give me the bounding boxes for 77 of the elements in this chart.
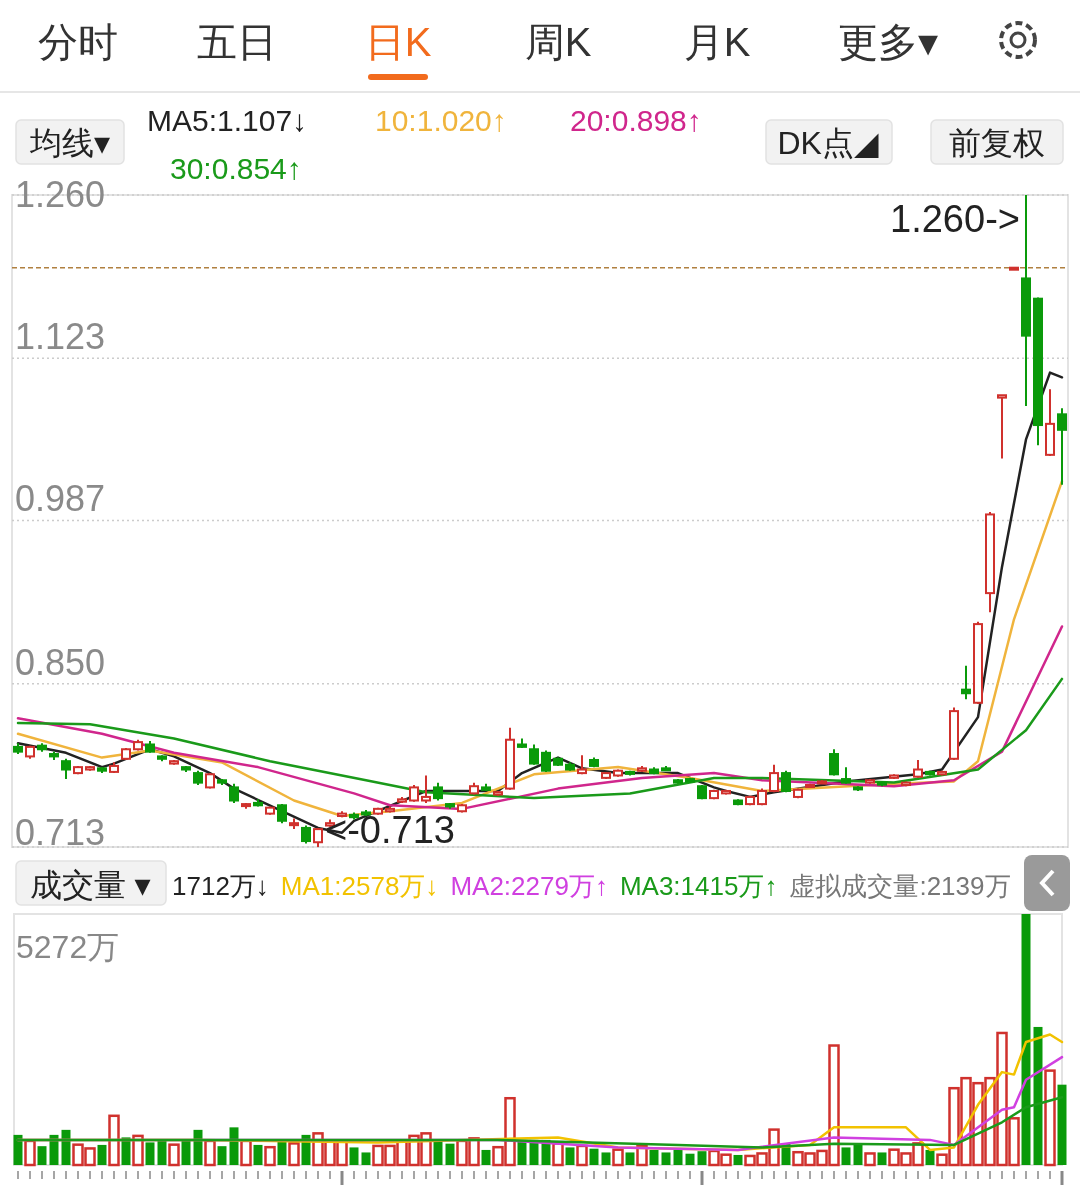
bar (108, 1114, 120, 1167)
bar (37, 1146, 47, 1166)
text: MA2:2279万↑ (450, 871, 608, 901)
bar (229, 1127, 239, 1165)
bar (24, 1139, 36, 1167)
text: 五日 (197, 20, 277, 64)
bar (204, 1139, 216, 1167)
bar (733, 1154, 743, 1165)
bar (481, 1149, 491, 1165)
bar (264, 1145, 276, 1167)
text: 更多▾ (837, 20, 939, 64)
bar (433, 1139, 443, 1165)
bar (361, 1152, 371, 1165)
text: 虚拟成交量:2139万 (789, 871, 1011, 901)
text: 前复权 (949, 125, 1045, 161)
bar (121, 1137, 131, 1165)
bar (13, 1134, 23, 1165)
bar (97, 1144, 107, 1165)
y-tick-label: 1.260 (15, 174, 106, 215)
bar (841, 1147, 851, 1165)
bar (1044, 1069, 1056, 1167)
bar (612, 1148, 624, 1167)
text: MA3:1415万↑ (619, 871, 778, 901)
bar (877, 1152, 887, 1165)
bar (625, 1152, 635, 1165)
bar (552, 1142, 564, 1167)
text: DK点◢ (777, 125, 879, 161)
text: 20:0.898↑ (570, 104, 702, 137)
text: 10:1.020↑ (375, 104, 507, 137)
bar (49, 1134, 59, 1165)
bar (925, 1149, 935, 1165)
y-tick-label: 0.713 (15, 812, 106, 853)
text: 分时 (38, 20, 118, 64)
annotation: 5272万 (16, 929, 120, 965)
bar (697, 1151, 707, 1165)
bar (277, 1139, 287, 1165)
text: 1712万↓ (172, 871, 269, 901)
text: 成交量 ▾ (29, 867, 151, 903)
text: MA1:2578万↓ (280, 871, 439, 901)
bar (649, 1149, 659, 1165)
bar (349, 1147, 359, 1165)
bar (864, 1152, 876, 1167)
bar (445, 1143, 455, 1166)
bar (685, 1153, 695, 1165)
bar (576, 1144, 588, 1167)
bar (217, 1146, 227, 1166)
bar (673, 1149, 683, 1165)
text: 周K (524, 20, 592, 64)
bar (601, 1152, 611, 1165)
text: 日K (364, 20, 432, 64)
bar (853, 1144, 863, 1165)
bar (132, 1134, 144, 1167)
bar (61, 1129, 71, 1165)
bar (1021, 914, 1031, 1165)
text: MA5:1.107↓ (147, 104, 308, 137)
text: 30:0.854↑ (170, 152, 302, 185)
bar (288, 1142, 300, 1167)
bar (636, 1144, 648, 1167)
bar (1057, 1084, 1067, 1165)
bar (589, 1148, 599, 1166)
bar (1033, 1026, 1043, 1165)
y-tick-label: 0.850 (15, 641, 106, 683)
bar (240, 1139, 252, 1167)
text: 月K (683, 20, 751, 64)
y-tick-label: 1.123 (15, 316, 106, 358)
annotation: <-0.713 (325, 809, 455, 851)
annotation: 1.260-> (890, 198, 1020, 240)
bar (565, 1147, 575, 1165)
bar (661, 1152, 671, 1165)
y-tick-label: 0.987 (15, 478, 106, 520)
bar (193, 1129, 203, 1165)
bar (145, 1142, 155, 1165)
bar (181, 1139, 191, 1165)
bar (168, 1143, 180, 1167)
text: 均线▾ (28, 125, 111, 161)
bar (253, 1144, 263, 1165)
bar (157, 1139, 167, 1165)
